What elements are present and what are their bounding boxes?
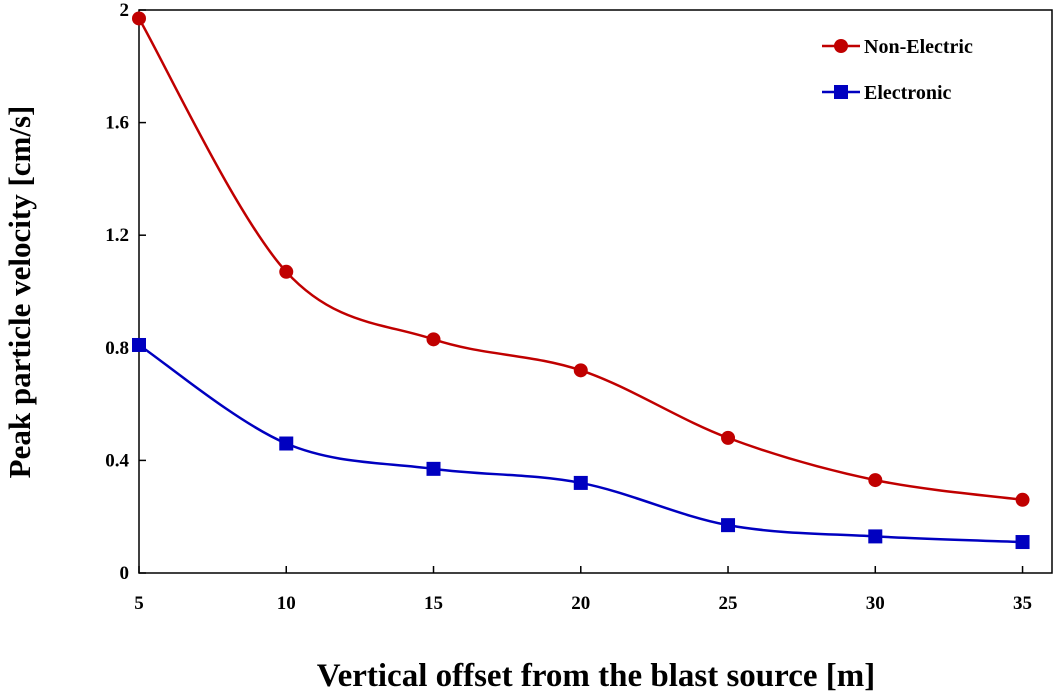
data-point-electronic <box>1015 535 1030 550</box>
x-axis-title: Vertical offset from the blast source [m… <box>317 658 875 694</box>
data-point-electronic <box>132 337 146 352</box>
series-layer <box>132 11 1030 550</box>
x-tick-label: 30 <box>866 593 885 614</box>
data-point-electronic <box>721 518 736 533</box>
series-electronic <box>132 337 1030 550</box>
data-point-non-electric <box>426 332 441 347</box>
data-point-non-electric <box>573 363 588 378</box>
series-non-electric <box>132 11 1030 507</box>
data-point-electronic <box>279 436 294 451</box>
data-point-non-electric <box>1015 492 1030 507</box>
axes: 00.40.81.21.625 10 15 20 25 30 35 <box>105 0 1053 614</box>
data-point-electronic <box>868 529 883 544</box>
y-tick-label: 0.8 <box>105 338 129 359</box>
x-tick-label: 15 <box>424 593 443 614</box>
y-tick-label: 2 <box>120 0 130 21</box>
data-point-non-electric <box>868 473 883 488</box>
x-tick-label: 20 <box>571 593 590 614</box>
x-tick-label: 5 <box>134 593 144 614</box>
legend-marker-electronic <box>834 85 848 99</box>
data-point-electronic <box>573 475 588 490</box>
data-point-non-electric <box>132 11 146 26</box>
plot-frame <box>138 9 1053 574</box>
y-tick-label: 0.4 <box>105 450 129 471</box>
data-point-non-electric <box>721 430 736 445</box>
data-point-electronic <box>426 461 441 476</box>
x-tick-label: 25 <box>719 593 738 614</box>
x-tick-label: 10 <box>277 593 296 614</box>
legend: Non-Electric Electronic <box>822 36 973 104</box>
y-axis-title: Peak particle velocity [cm/s] <box>2 106 37 479</box>
legend-label-electronic: Electronic <box>864 82 952 104</box>
x-tick-label: 35 <box>1013 593 1032 614</box>
data-point-non-electric <box>279 264 294 279</box>
y-tick-label: 0 <box>120 563 130 584</box>
y-tick-label: 1.2 <box>105 225 129 246</box>
legend-item-non-electric: Non-Electric <box>822 36 973 58</box>
y-tick-label: 1.6 <box>105 113 129 134</box>
legend-label-non-electric: Non-Electric <box>864 36 973 58</box>
legend-item-electronic: Electronic <box>822 82 952 104</box>
legend-marker-non-electric <box>834 39 848 53</box>
